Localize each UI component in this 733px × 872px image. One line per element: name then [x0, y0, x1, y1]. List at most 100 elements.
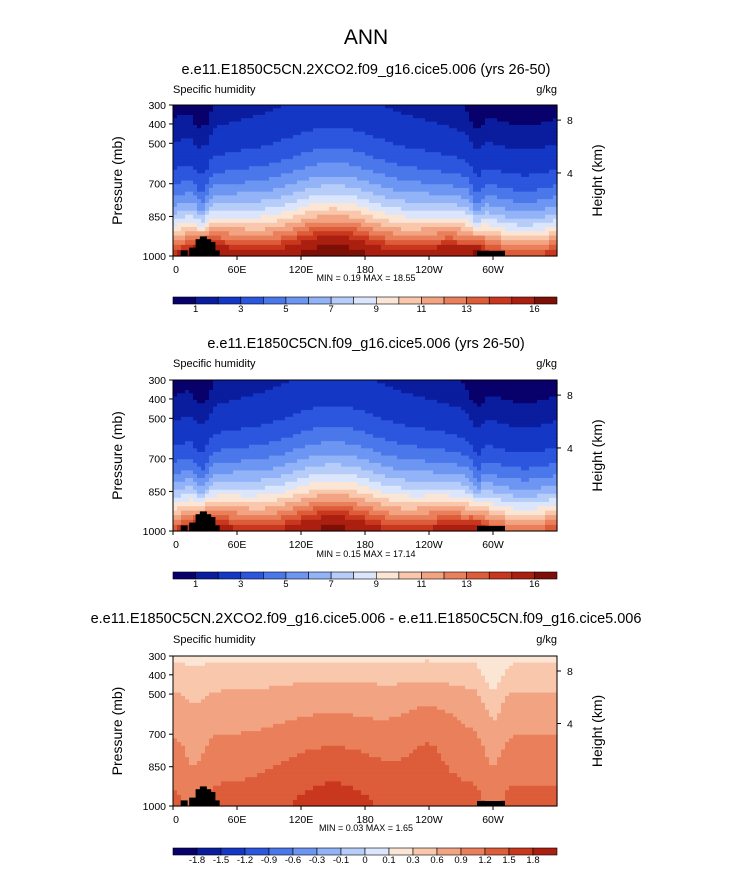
field-cell — [481, 403, 486, 408]
field-cell — [421, 114, 426, 119]
field-cell — [481, 226, 486, 232]
colorbar-box — [172, 296, 196, 305]
field-cell — [329, 203, 334, 208]
field-cell — [417, 231, 422, 237]
field-cell — [193, 176, 198, 182]
field-cell — [297, 114, 302, 119]
field-cell — [317, 191, 322, 196]
field-cell — [249, 155, 254, 160]
field-cell — [409, 105, 414, 109]
field-cell — [549, 214, 554, 220]
field-cell — [257, 399, 262, 404]
field-cell — [273, 393, 278, 398]
field-cell — [517, 231, 522, 237]
field-cell — [305, 249, 310, 257]
field-cell — [517, 383, 522, 388]
field-cell — [373, 145, 378, 150]
field-cell — [529, 410, 534, 415]
field-cell — [229, 240, 234, 246]
field-cell — [217, 121, 222, 126]
field-cell — [313, 108, 318, 113]
field-cell — [257, 108, 262, 113]
field-cell — [385, 222, 390, 228]
field-cell — [345, 396, 350, 401]
field-cell — [397, 231, 402, 237]
field-cell — [317, 240, 322, 246]
field-cell — [481, 386, 486, 391]
field-cell — [221, 105, 226, 109]
field-cell — [445, 386, 450, 391]
field-cell — [553, 380, 558, 384]
field-cell — [205, 380, 210, 384]
field-cell — [389, 169, 394, 174]
field-cell — [181, 210, 186, 216]
field-cell — [469, 118, 474, 123]
field-cell — [361, 121, 366, 126]
field-cell — [361, 152, 366, 157]
field-cell — [409, 114, 414, 119]
field-cell — [333, 386, 338, 391]
field-cell — [353, 403, 358, 408]
field-cell — [481, 203, 486, 208]
field-cell — [485, 389, 490, 394]
field-cell — [321, 380, 326, 384]
field-cell — [273, 206, 278, 212]
topography-block — [477, 251, 505, 256]
field-cell — [237, 396, 242, 401]
field-cell — [489, 184, 494, 189]
field-cell — [201, 152, 206, 157]
field-cell — [357, 141, 362, 146]
field-cell — [193, 184, 198, 189]
field-cell — [253, 162, 258, 167]
field-cell — [525, 135, 530, 140]
field-cell — [185, 406, 190, 411]
field-cell — [321, 383, 326, 388]
field-cell — [389, 148, 394, 153]
field-cell — [501, 210, 506, 216]
field-cell — [201, 410, 206, 415]
field-cell — [269, 244, 274, 251]
field-cell — [409, 389, 414, 394]
field-cell — [537, 114, 542, 119]
field-cell — [309, 386, 314, 391]
field-cell — [189, 206, 194, 212]
field-cell — [509, 244, 514, 251]
field-cell — [253, 206, 258, 212]
panel-title: e.e11.E1850C5CN.f09_g16.cice5.006 (yrs 2… — [207, 336, 524, 352]
field-cell — [425, 128, 430, 133]
field-cell — [497, 111, 502, 116]
field-cell — [433, 105, 438, 109]
field-cell — [421, 406, 426, 411]
field-cell — [381, 155, 386, 160]
field-cell — [173, 108, 178, 113]
field-cell — [473, 173, 478, 178]
field-cell — [493, 396, 498, 401]
field-cell — [497, 176, 502, 182]
field-cell — [193, 138, 198, 143]
field-cell — [245, 148, 250, 153]
field-cell — [421, 218, 426, 224]
field-cell — [317, 203, 322, 208]
field-cell — [265, 105, 270, 109]
field-cell — [441, 249, 446, 257]
field-cell — [529, 235, 534, 241]
field-cell — [217, 410, 222, 415]
field-cell — [309, 173, 314, 178]
field-cell — [209, 396, 214, 401]
field-cell — [221, 386, 226, 391]
field-cell — [401, 135, 406, 140]
field-cell — [521, 406, 526, 411]
field-cell — [541, 118, 546, 123]
field-cell — [505, 206, 510, 212]
field-cell — [441, 210, 446, 216]
field-cell — [541, 199, 546, 204]
field-cell — [437, 138, 442, 143]
field-cell — [181, 131, 186, 136]
field-cell — [341, 399, 346, 404]
field-cell — [477, 222, 482, 228]
field-cell — [293, 235, 298, 241]
field-cell — [209, 231, 214, 237]
field-cell — [433, 403, 438, 408]
field-cell — [197, 141, 202, 146]
field-cell — [381, 141, 386, 146]
